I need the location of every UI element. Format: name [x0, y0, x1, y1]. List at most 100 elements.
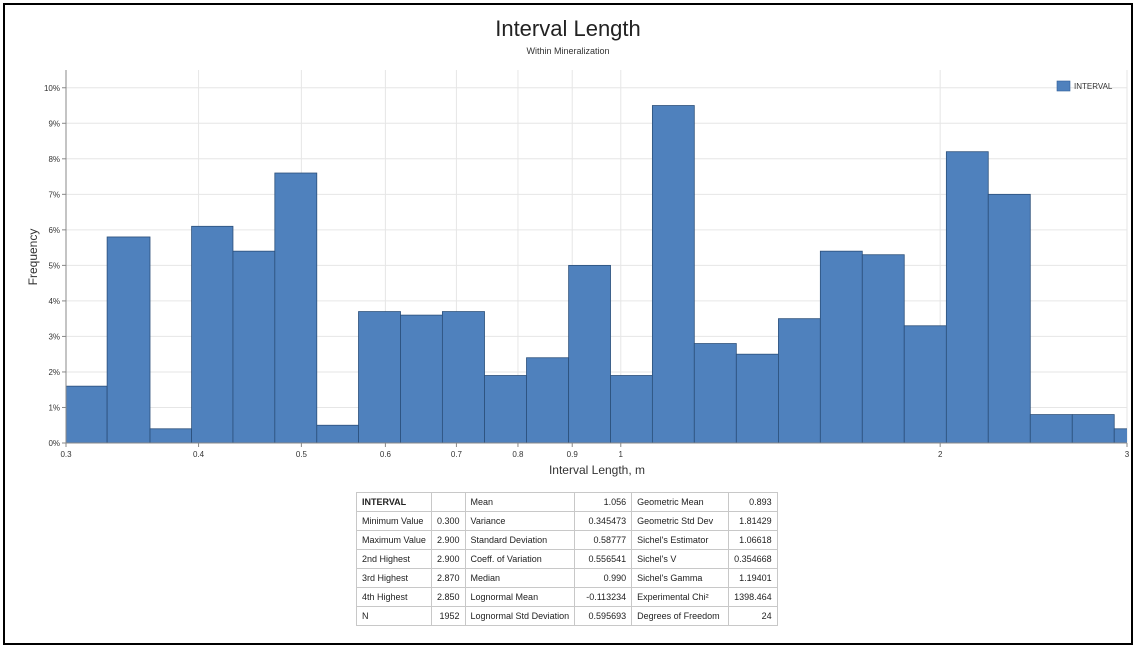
stats-row: INTERVAL Mean 1.056 Geometric Mean 0.893	[356, 492, 778, 512]
stats-cell: 0.345473	[574, 511, 633, 531]
y-tick-label: 4%	[48, 297, 60, 306]
histogram-bar	[1071, 414, 1115, 443]
stats-cell: Coeff. of Variation	[464, 549, 576, 569]
histogram-bar	[651, 105, 695, 443]
x-axis-label: Interval Length, m	[549, 463, 645, 477]
histogram-bar	[274, 172, 318, 443]
histogram-bar	[484, 375, 527, 443]
y-tick-label: 0%	[48, 439, 60, 448]
x-tick-label: 1	[619, 450, 624, 459]
stats-cell: Lognormal Mean	[464, 587, 576, 607]
histogram-bar	[66, 385, 108, 443]
stats-cell: 1.81429	[728, 511, 778, 531]
stats-cell: Sichel's Estimator	[631, 530, 730, 550]
stats-cell: N	[356, 606, 432, 626]
y-tick-label: 5%	[48, 261, 60, 270]
stats-cell: 0.990	[574, 568, 633, 588]
histogram-bar	[191, 225, 234, 443]
stats-cell: 1.056	[574, 492, 633, 512]
histogram-bar	[358, 311, 401, 443]
histogram-bars	[66, 105, 1127, 443]
y-tick-label: 10%	[44, 84, 60, 93]
stats-cell: Sichel's Gamma	[631, 568, 730, 588]
stats-row: Minimum Value 0.300 Variance 0.345473 Geomet…	[356, 511, 778, 531]
stats-cell: 4th Highest	[356, 587, 432, 607]
stats-cell: 2.870	[431, 568, 466, 588]
stats-cell: Sichel's V	[631, 549, 730, 569]
stats-cell: 1.06618	[728, 530, 778, 550]
x-tick-label: 0.6	[380, 450, 392, 459]
x-tick-label: 3	[1125, 450, 1130, 459]
stats-row: Maximum Value 2.900 Standard Deviation 0.58…	[356, 530, 778, 550]
histogram-bar	[778, 318, 821, 443]
histogram-bar	[903, 325, 947, 443]
axes	[62, 70, 1128, 447]
stats-cell: 1.19401	[728, 568, 778, 588]
stats-cell: 2.900	[431, 530, 466, 550]
stats-cell: 0.595693	[574, 606, 633, 626]
legend-swatch	[1056, 80, 1071, 92]
tick-labels: 0% 1% 2% 3% 4% 5% 6% 7% 8% 9% 10% 0.3 0.4 0.5 0.6 0.7 0.…	[44, 84, 1130, 459]
y-tick-label: 7%	[48, 190, 60, 199]
histogram-bar	[610, 375, 653, 443]
stats-cell: 0.58777	[574, 530, 633, 550]
stats-cell: 0.300	[431, 511, 466, 531]
legend-label: INTERVAL	[1074, 82, 1113, 91]
histogram-bar	[232, 250, 276, 443]
stats-cell: 24	[728, 606, 778, 626]
y-tick-label: 3%	[48, 332, 60, 341]
x-tick-label: 0.3	[60, 450, 72, 459]
histogram-bar	[568, 264, 611, 443]
histogram-bar	[735, 353, 779, 443]
stats-cell: 1398.464	[728, 587, 778, 607]
histogram-bar	[819, 250, 863, 443]
histogram-bar	[987, 193, 1031, 443]
stats-cell: 0.556541	[574, 549, 633, 569]
stats-cell: Minimum Value	[356, 511, 432, 531]
histogram-bar	[400, 314, 443, 443]
stats-cell: Mean	[464, 492, 576, 512]
x-tick-label: 0.4	[193, 450, 205, 459]
x-tick-label: 2	[938, 450, 943, 459]
histogram-bar	[1029, 414, 1073, 443]
stats-cell: Standard Deviation	[464, 530, 576, 550]
y-tick-label: 9%	[48, 119, 60, 128]
histogram-bar	[149, 428, 192, 443]
stats-cell: -0.113234	[574, 587, 633, 607]
stats-cell: 1952	[431, 606, 466, 626]
stats-row: 2nd Highest 2.900 Coeff. of Variation 0.556…	[356, 549, 778, 569]
stats-cell: Variance	[464, 511, 576, 531]
histogram-bar	[1113, 428, 1127, 443]
stats-cell: 0.893	[728, 492, 778, 512]
statistics-table: INTERVAL Mean 1.056 Geometric Mean 0.893 Mini…	[356, 492, 778, 626]
stats-cell	[431, 492, 466, 512]
stats-cell: 0.354668	[728, 549, 778, 569]
stats-row: 4th Highest 2.850 Lognormal Mean -0.113234 E…	[356, 587, 778, 607]
stats-cell: Experimental Chi²	[631, 587, 730, 607]
stats-cell: Geometric Mean	[631, 492, 730, 512]
stats-row: N 1952 Lognormal Std Deviation 0.595693 Degr…	[356, 606, 778, 626]
stats-cell: 3rd Highest	[356, 568, 432, 588]
x-tick-label: 0.8	[512, 450, 524, 459]
histogram-bar	[861, 254, 905, 443]
stats-cell: Median	[464, 568, 576, 588]
stats-cell: Maximum Value	[356, 530, 432, 550]
chart-subtitle: Within Mineralization	[526, 46, 610, 56]
histogram-bar	[441, 311, 485, 443]
histogram-bar	[526, 357, 570, 443]
histogram-bar	[316, 424, 359, 443]
histogram-bar	[693, 343, 737, 443]
stats-cell: 2.850	[431, 587, 466, 607]
histogram-bar	[106, 236, 151, 443]
y-tick-label: 2%	[48, 368, 60, 377]
stats-cell: INTERVAL	[356, 492, 432, 512]
stats-cell: 2.900	[431, 549, 466, 569]
chart-title: Interval Length	[495, 16, 641, 41]
stats-cell: Lognormal Std Deviation	[464, 606, 576, 626]
x-tick-label: 0.5	[296, 450, 308, 459]
stats-row: 3rd Highest 2.870 Median 0.990 Sichel's Gamm…	[356, 568, 778, 588]
stats-cell: 2nd Highest	[356, 549, 432, 569]
x-tick-label: 0.7	[451, 450, 463, 459]
y-tick-label: 1%	[48, 403, 60, 412]
